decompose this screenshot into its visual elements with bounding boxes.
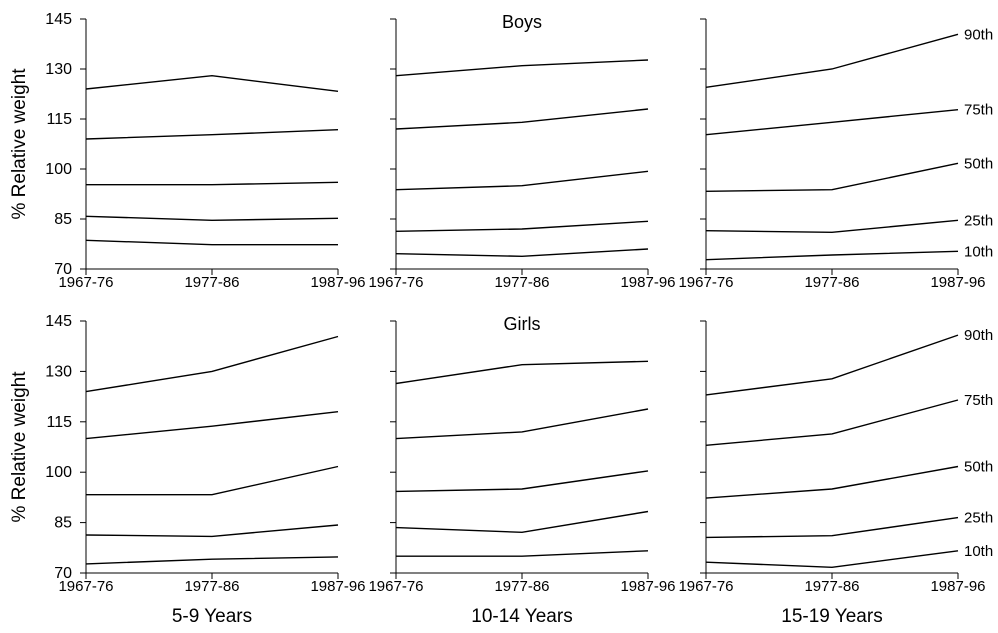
series-line-25th — [705, 516, 959, 539]
series-line-10th — [395, 248, 649, 258]
series-line-50th — [705, 162, 959, 192]
series-line-90th — [705, 334, 959, 396]
x-tick-label: 1987-96 — [310, 578, 365, 595]
x-tick-label: 1987-96 — [930, 578, 985, 595]
x-tick-label: 1967-76 — [58, 274, 113, 291]
percentile-label-90th: 90th — [964, 327, 993, 344]
x-tick-label: 1977-86 — [494, 274, 549, 291]
series-line-10th — [396, 550, 649, 557]
series-line-75th — [395, 108, 649, 130]
series-line-90th — [85, 335, 339, 393]
series-line-25th — [85, 215, 339, 222]
y-tick-label: 145 — [45, 313, 72, 330]
series-line-25th — [395, 510, 649, 534]
y-tick-label: 130 — [45, 61, 72, 78]
column-label: 10-14 Years — [471, 606, 572, 627]
series-line-75th — [85, 129, 339, 140]
series-line-75th — [705, 399, 959, 446]
percentile-label-75th: 75th — [964, 102, 993, 119]
x-tick-label: 1967-76 — [678, 578, 733, 595]
y-tick-label: 70 — [54, 565, 72, 582]
x-tick-label: 1977-86 — [804, 578, 859, 595]
x-tick-label: 1977-86 — [184, 578, 239, 595]
percentile-label-10th: 10th — [964, 543, 993, 560]
y-tick-label: 100 — [45, 161, 72, 178]
series-line-25th — [395, 220, 649, 232]
series-line-90th — [85, 74, 339, 92]
y-axis-label: % Relative weight — [9, 371, 30, 523]
row-title-boys: Boys — [502, 12, 542, 32]
x-tick-label: 1977-86 — [804, 274, 859, 291]
x-tick-label: 1987-96 — [620, 274, 675, 291]
percentile-label-75th: 75th — [964, 392, 993, 409]
x-tick-label: 1967-76 — [368, 274, 423, 291]
series-line-50th — [86, 465, 339, 496]
y-tick-label: 85 — [54, 211, 72, 228]
row-title-girls: Girls — [504, 314, 541, 334]
series-line-25th — [85, 524, 339, 538]
x-tick-label: 1967-76 — [368, 578, 423, 595]
series-line-10th — [85, 239, 338, 246]
y-tick-label: 115 — [46, 414, 72, 431]
series-line-10th — [705, 550, 959, 569]
x-tick-label: 1967-76 — [58, 578, 113, 595]
y-tick-label: 70 — [54, 261, 72, 278]
y-axis-label: % Relative weight — [9, 68, 30, 220]
series-line-10th — [85, 556, 339, 565]
y-tick-label: 85 — [54, 515, 72, 532]
percentile-label-25th: 25th — [964, 212, 993, 229]
percentile-label-10th: 10th — [964, 243, 993, 260]
series-line-25th — [705, 219, 959, 234]
column-label: 15-19 Years — [781, 606, 882, 627]
x-tick-label: 1987-96 — [310, 274, 365, 291]
y-tick-label: 130 — [45, 363, 72, 380]
series-line-75th — [705, 109, 959, 136]
series-line-50th — [395, 470, 649, 493]
x-tick-label: 1977-86 — [494, 578, 549, 595]
y-tick-label: 145 — [45, 11, 72, 28]
percentile-label-50th: 50th — [964, 458, 993, 475]
series-line-50th — [705, 465, 959, 499]
series-line-90th — [705, 33, 959, 88]
series-line-10th — [705, 250, 959, 261]
x-tick-label: 1987-96 — [620, 578, 675, 595]
series-line-50th — [395, 170, 649, 191]
percentile-label-50th: 50th — [964, 155, 993, 172]
x-tick-label: 1977-86 — [184, 274, 239, 291]
column-label: 5-9 Years — [172, 606, 252, 627]
series-line-90th — [395, 360, 649, 385]
series-line-90th — [395, 59, 649, 77]
y-tick-label: 115 — [46, 111, 72, 128]
y-tick-label: 100 — [45, 464, 72, 481]
series-line-50th — [86, 181, 339, 186]
percentile-label-90th: 90th — [964, 26, 993, 43]
percentile-label-25th: 25th — [964, 510, 993, 527]
series-line-75th — [395, 408, 649, 440]
x-tick-label: 1987-96 — [930, 274, 985, 291]
x-tick-label: 1967-76 — [678, 274, 733, 291]
series-line-75th — [85, 411, 339, 440]
